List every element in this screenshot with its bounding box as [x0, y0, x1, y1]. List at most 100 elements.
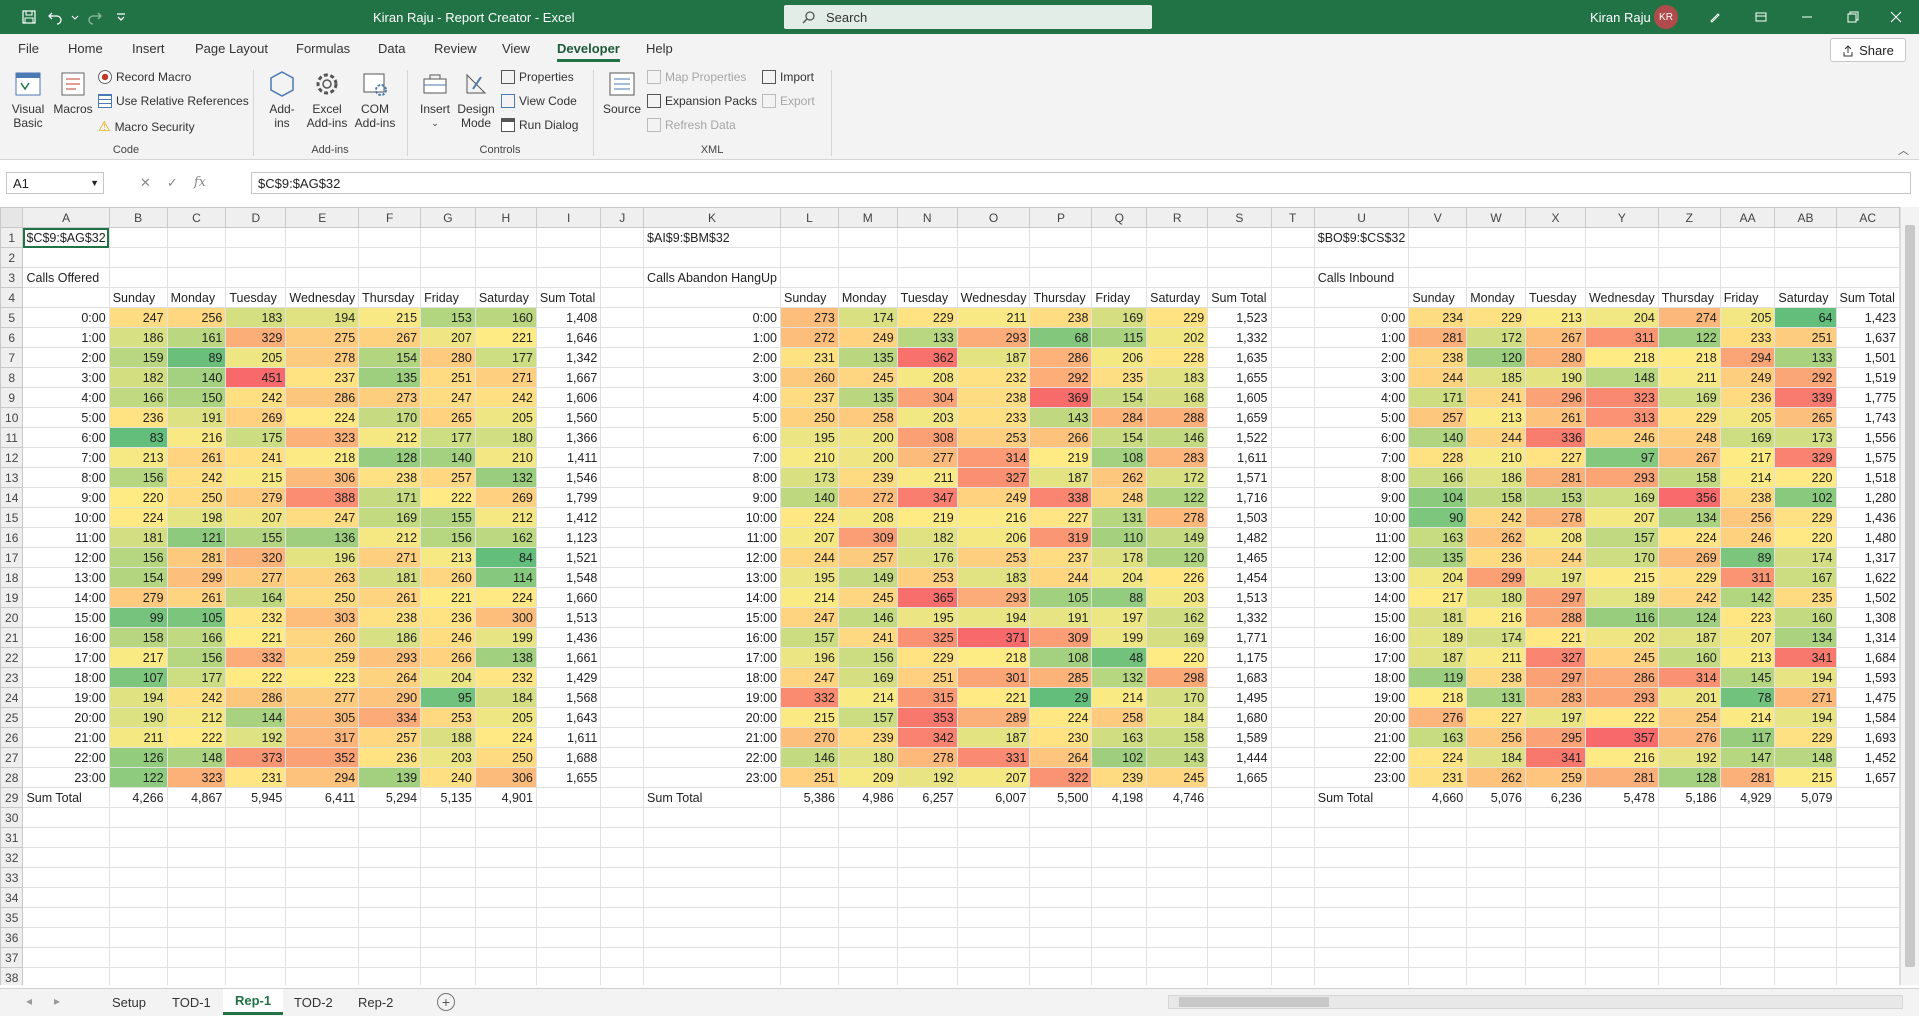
cell[interactable] [600, 287, 645, 308]
cell[interactable] [956, 847, 1031, 868]
heat-cell[interactable]: 191 [166, 407, 227, 428]
heat-cell[interactable]: 195 [780, 427, 839, 448]
heat-cell[interactable]: 238 [1408, 347, 1468, 368]
row-header[interactable]: 25 [0, 707, 24, 728]
row-total-cell[interactable]: 1,519 [1835, 367, 1900, 388]
hour-label-cell[interactable]: 7:00 [643, 447, 781, 468]
cell[interactable] [837, 827, 898, 848]
cell[interactable] [1207, 247, 1272, 268]
row-header[interactable]: 4 [0, 287, 24, 308]
cell[interactable] [1270, 587, 1315, 608]
hour-label-cell[interactable]: 21:00 [22, 727, 110, 748]
heat-cell[interactable]: 200 [837, 427, 898, 448]
cell[interactable] [108, 847, 168, 868]
save-icon[interactable] [18, 7, 40, 27]
heat-cell[interactable]: 102 [1774, 487, 1837, 508]
heat-cell[interactable]: 236 [1466, 547, 1526, 568]
day-header-cell[interactable]: Sunday [780, 287, 839, 308]
heat-cell[interactable]: 171 [1408, 387, 1468, 408]
heat-cell[interactable]: 264 [358, 667, 422, 688]
heat-cell[interactable]: 329 [225, 327, 287, 348]
heat-cell[interactable]: 229 [1774, 727, 1837, 748]
cell[interactable] [600, 707, 645, 728]
heat-cell[interactable]: 186 [358, 627, 422, 648]
cell[interactable] [896, 967, 958, 985]
day-header-cell[interactable]: Thursday [358, 287, 422, 308]
cell[interactable] [285, 927, 360, 948]
row-total-cell[interactable]: 1,518 [1835, 467, 1900, 488]
cell[interactable] [1029, 847, 1093, 868]
heat-cell[interactable]: 203 [896, 407, 958, 428]
cell[interactable] [837, 867, 898, 888]
cell[interactable] [1657, 887, 1721, 908]
cell[interactable] [1091, 267, 1148, 288]
heat-cell[interactable]: 242 [474, 387, 537, 408]
row-total-cell[interactable]: 1,693 [1835, 727, 1900, 748]
cell[interactable] [225, 867, 287, 888]
heat-cell[interactable]: 339 [1774, 387, 1837, 408]
heat-cell[interactable]: 148 [166, 747, 227, 768]
heat-cell[interactable]: 229 [1146, 307, 1209, 328]
row-total-cell[interactable]: 1,502 [1835, 587, 1900, 608]
hour-label-cell[interactable]: 0:00 [22, 307, 110, 328]
heat-cell[interactable]: 295 [1524, 727, 1586, 748]
heat-cell[interactable]: 97 [1584, 447, 1659, 468]
heat-cell[interactable]: 211 [956, 307, 1031, 328]
row-header[interactable]: 1 [0, 227, 24, 248]
heat-cell[interactable]: 234 [1408, 307, 1468, 328]
heat-cell[interactable]: 122 [1146, 487, 1209, 508]
cell[interactable] [643, 247, 781, 268]
heat-cell[interactable]: 246 [420, 627, 476, 648]
cell[interactable] [1270, 787, 1315, 808]
column-total-cell[interactable]: 5,186 [1657, 787, 1721, 808]
name-box[interactable]: A1 ▼ [6, 172, 104, 194]
heat-cell[interactable]: 78 [1719, 687, 1776, 708]
heat-cell[interactable]: 180 [1466, 587, 1526, 608]
heat-cell[interactable]: 242 [1657, 587, 1721, 608]
heat-cell[interactable]: 186 [1466, 467, 1526, 488]
column-total-cell[interactable]: 5,076 [1466, 787, 1526, 808]
row-total-cell[interactable]: 1,637 [1835, 327, 1900, 348]
cell[interactable] [1270, 407, 1315, 428]
row-header[interactable]: 3 [0, 267, 24, 288]
heat-cell[interactable]: 236 [420, 607, 476, 628]
column-header[interactable]: N [896, 207, 958, 228]
column-header[interactable]: Y [1584, 207, 1659, 228]
cell[interactable] [1091, 887, 1148, 908]
cell[interactable] [643, 867, 781, 888]
column-header[interactable]: W [1466, 207, 1526, 228]
cell[interactable] [1270, 687, 1315, 708]
heat-cell[interactable]: 190 [108, 707, 168, 728]
cell[interactable] [1270, 967, 1315, 985]
cell[interactable] [1835, 807, 1900, 828]
heat-cell[interactable]: 198 [166, 507, 227, 528]
relative-refs-button[interactable]: Use Relative References [98, 94, 249, 108]
cell[interactable] [600, 567, 645, 588]
hour-label-cell[interactable]: 21:00 [643, 727, 781, 748]
heat-cell[interactable]: 265 [420, 407, 476, 428]
heat-cell[interactable]: 281 [1524, 467, 1586, 488]
cell[interactable] [643, 927, 781, 948]
heat-cell[interactable]: 332 [780, 687, 839, 708]
cell[interactable] [1270, 767, 1315, 788]
hour-label-cell[interactable]: 3:00 [22, 367, 110, 388]
heat-cell[interactable]: 257 [420, 467, 476, 488]
heat-cell[interactable]: 325 [896, 627, 958, 648]
hour-label-cell[interactable]: 1:00 [643, 327, 781, 348]
column-header[interactable]: X [1524, 207, 1586, 228]
cell[interactable] [1835, 227, 1900, 248]
heat-cell[interactable]: 238 [1029, 307, 1093, 328]
collapse-ribbon-icon[interactable]: ︿ [1898, 145, 1909, 157]
cell[interactable] [780, 827, 839, 848]
row-header[interactable]: 15 [0, 507, 24, 528]
redo-icon[interactable] [84, 7, 106, 27]
row-header[interactable]: 24 [0, 687, 24, 708]
row-total-cell[interactable]: 1,571 [1207, 467, 1272, 488]
heat-cell[interactable]: 222 [420, 487, 476, 508]
heat-cell[interactable]: 239 [1091, 767, 1148, 788]
heat-cell[interactable]: 260 [420, 567, 476, 588]
column-total-cell[interactable]: 6,411 [285, 787, 360, 808]
heat-cell[interactable]: 187 [1029, 467, 1093, 488]
column-total-cell[interactable]: 4,198 [1091, 787, 1148, 808]
cell[interactable] [108, 267, 168, 288]
